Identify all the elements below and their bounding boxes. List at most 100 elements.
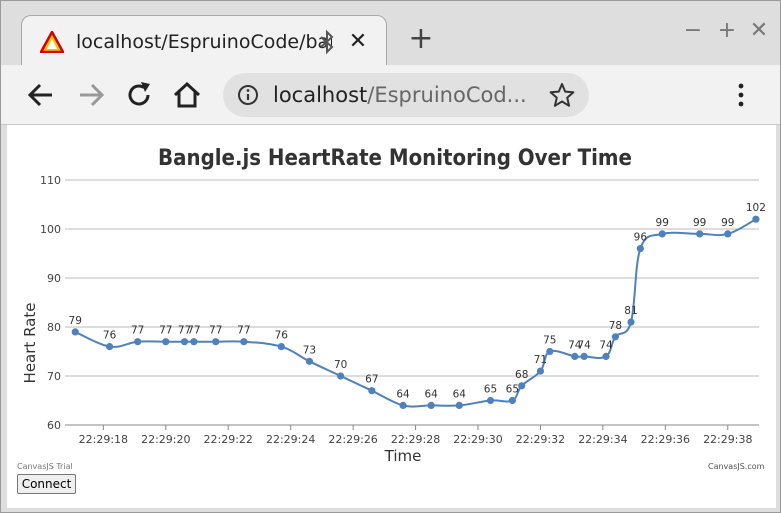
- data-point: [337, 372, 345, 380]
- connect-button[interactable]: Connect: [17, 474, 76, 494]
- y-tick-label-80: 80: [47, 321, 61, 334]
- data-point: [724, 230, 732, 238]
- back-arrow-icon[interactable]: [25, 79, 57, 111]
- data-label: 77: [237, 325, 250, 337]
- maximize-button[interactable]: +: [717, 18, 737, 43]
- data-label: 71: [534, 354, 547, 366]
- x-tick-label: 22:29:20: [141, 433, 190, 446]
- x-axis-label: Time: [384, 447, 422, 465]
- data-point: [105, 343, 114, 351]
- data-point: [162, 338, 170, 346]
- data-label: 65: [506, 384, 519, 396]
- heart-rate-chart: Bangle.js HeartRate Monitoring Over Time…: [21, 146, 766, 465]
- data-point: [71, 328, 79, 336]
- home-icon[interactable]: [171, 79, 203, 111]
- data-point: [696, 230, 704, 238]
- data-point: [658, 230, 666, 238]
- y-tick-label-70: 70: [47, 370, 61, 383]
- data-label: 79: [69, 315, 82, 327]
- data-label: 96: [634, 232, 648, 244]
- data-label: 81: [624, 305, 637, 317]
- data-label: 74: [568, 339, 582, 351]
- new-tab-button[interactable]: +: [408, 21, 434, 56]
- x-tick-label: 22:29:24: [266, 433, 315, 446]
- warning-icon: [40, 31, 64, 53]
- url-host: localhost: [273, 83, 368, 107]
- data-label: 74: [599, 339, 613, 351]
- data-point: [627, 318, 635, 326]
- data-label: 78: [609, 320, 622, 332]
- data-point: [580, 352, 588, 360]
- data-point: [546, 347, 554, 356]
- data-point: [486, 396, 495, 405]
- address-bar[interactable]: localhost/EspruinoCod...: [223, 73, 589, 117]
- data-label: 68: [515, 369, 528, 381]
- browser-toolbar: localhost/EspruinoCod...: [1, 65, 780, 125]
- canvasjs-trial-text: CanvasJS Trial: [17, 462, 73, 471]
- data-label: 77: [159, 325, 172, 337]
- x-tick-label: 22:29:22: [204, 433, 253, 446]
- heart-rate-series-line: [74, 218, 757, 408]
- data-point: [305, 357, 314, 365]
- data-label: 64: [424, 388, 438, 400]
- data-point: [455, 401, 463, 409]
- minimize-button[interactable]: −: [683, 18, 703, 43]
- data-point: [427, 401, 435, 409]
- data-point: [518, 382, 526, 390]
- bookmark-star-icon[interactable]: [549, 82, 575, 108]
- y-tick-label-100: 100: [40, 223, 61, 236]
- data-label: 77: [178, 325, 191, 337]
- y-axis-ticks: 60 70 80 90 100 110: [40, 174, 61, 432]
- data-point: [611, 333, 619, 341]
- page-content: Bangle.js HeartRate Monitoring Over Time…: [7, 125, 776, 508]
- info-icon[interactable]: [237, 84, 259, 106]
- data-points: [71, 215, 760, 409]
- data-label: 102: [746, 202, 766, 214]
- tab-close-icon[interactable]: ✕: [348, 29, 368, 54]
- data-label: 64: [396, 388, 410, 400]
- chart-gridlines: [65, 179, 759, 426]
- x-tick-label: 22:29:34: [578, 433, 627, 446]
- tab-title: localhost/EspruinoCode/bar: [76, 31, 332, 53]
- data-label: 77: [187, 325, 200, 337]
- x-axis-ticks: 22:29:18 22:29:20 22:29:22 22:29:24 22:29:26…: [79, 425, 752, 446]
- x-tick-label: 22:29:18: [79, 433, 128, 446]
- data-point: [212, 338, 220, 346]
- x-tick-label: 22:29:30: [453, 433, 502, 446]
- reload-icon[interactable]: [123, 79, 155, 111]
- data-label: 70: [334, 359, 347, 371]
- data-label: 75: [543, 335, 556, 347]
- x-tick-label: 22:29:28: [391, 433, 440, 446]
- data-label: 99: [656, 217, 669, 229]
- window-close-button[interactable]: ✕: [749, 18, 769, 43]
- forward-arrow-icon[interactable]: [75, 79, 107, 111]
- x-tick-label: 22:29:32: [516, 433, 565, 446]
- data-point: [277, 343, 285, 351]
- data-point: [399, 401, 407, 409]
- data-point: [190, 338, 198, 346]
- canvasjs-credit-link[interactable]: CanvasJS.com: [708, 462, 765, 471]
- y-tick-label-60: 60: [47, 419, 61, 432]
- data-label: 73: [303, 344, 316, 356]
- data-label: 76: [103, 330, 117, 342]
- data-point: [752, 215, 760, 223]
- data-point: [180, 338, 189, 346]
- kebab-menu-icon[interactable]: [731, 81, 751, 109]
- x-tick-label: 22:29:36: [641, 433, 690, 446]
- chart-title: Bangle.js HeartRate Monitoring Over Time: [158, 146, 632, 171]
- data-label: 77: [209, 325, 222, 337]
- data-point: [368, 387, 376, 395]
- x-tick-label: 22:29:38: [703, 433, 752, 446]
- url-text: localhost/EspruinoCod...: [273, 82, 529, 108]
- data-point: [134, 338, 142, 346]
- tab-strip: localhost/EspruinoCode/bar ✕ + − + ✕: [1, 1, 780, 67]
- data-label: 64: [453, 388, 467, 400]
- data-label: 74: [577, 339, 591, 351]
- data-label: 76: [275, 330, 289, 342]
- data-point: [536, 367, 545, 375]
- bluetooth-icon: [320, 29, 334, 55]
- y-tick-label-110: 110: [40, 174, 61, 187]
- url-path: /EspruinoCod...: [367, 83, 527, 107]
- browser-tab[interactable]: localhost/EspruinoCode/bar ✕: [21, 15, 387, 67]
